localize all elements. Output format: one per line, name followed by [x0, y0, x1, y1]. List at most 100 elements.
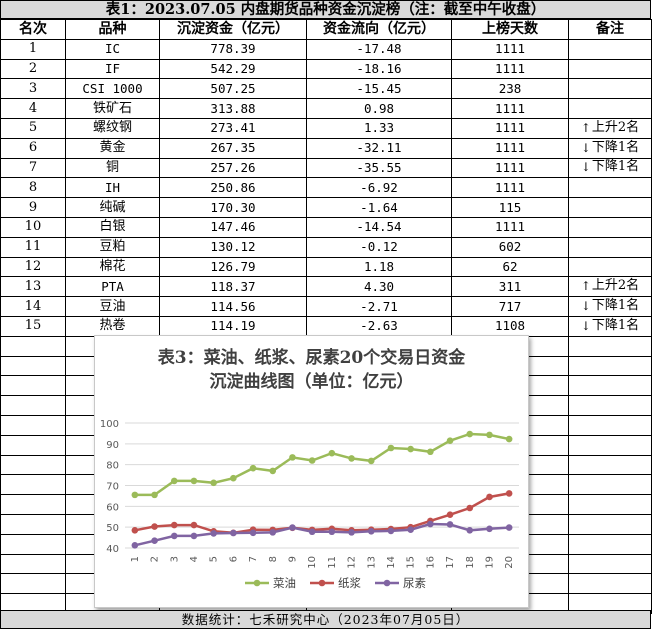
data-point — [131, 526, 139, 534]
y-tick-label: 40 — [106, 544, 119, 555]
cell-note: ↓ 下降1名 — [568, 137, 652, 159]
x-tick-label: 17 — [445, 556, 456, 569]
cell-days: 1111 — [451, 38, 569, 60]
table-row: 1 IC 778.39 -17.48 1111 — [0, 38, 652, 60]
data-point — [151, 523, 158, 530]
empty-cell — [0, 454, 66, 476]
legend-marker — [253, 579, 261, 587]
cell-note: ↓ 下降1名 — [568, 157, 652, 179]
data-point — [230, 529, 237, 537]
cell-days: 717 — [451, 296, 569, 317]
cell-rank: 5 — [0, 117, 66, 139]
x-tick-label: 1 — [130, 556, 141, 562]
data-point — [505, 490, 513, 497]
cell-flow: -35.55 — [306, 157, 452, 179]
data-point — [486, 431, 493, 439]
data-point — [289, 524, 296, 531]
cell-flow: 1.18 — [306, 256, 452, 278]
data-point — [328, 449, 336, 457]
cell-name: IC — [65, 38, 160, 60]
cell-note: ↓ 下降1名 — [568, 315, 652, 337]
cell-note — [568, 177, 652, 199]
x-tick-label: 2 — [150, 556, 161, 562]
table-row: 8 IH 250.86 -6.92 1111 — [0, 177, 652, 199]
empty-cell — [568, 414, 652, 436]
data-point — [505, 435, 513, 443]
cell-days: 62 — [451, 256, 569, 278]
data-point — [466, 504, 474, 512]
cell-days: 1111 — [451, 58, 569, 80]
cell-name: 黄金 — [65, 137, 160, 159]
arrow-up-icon: ↑ — [580, 120, 591, 135]
header-name: 品种 — [65, 19, 160, 40]
cell-flow: -1.64 — [306, 197, 452, 218]
rank-change-text: 下降1名 — [591, 139, 640, 155]
empty-cell — [568, 335, 652, 357]
cell-rank: 12 — [0, 256, 66, 278]
rank-change-text: 下降1名 — [591, 159, 640, 175]
data-point — [131, 541, 139, 549]
data-point — [308, 528, 316, 536]
x-tick-label: 7 — [248, 556, 259, 562]
empty-cell — [568, 355, 652, 377]
cell-amount: 313.88 — [159, 98, 307, 119]
cell-name: IF — [65, 58, 160, 80]
header-amount: 沉淀资金（亿元） — [159, 19, 307, 40]
cell-name: 螺纹钢 — [65, 117, 160, 139]
header-rank: 名次 — [0, 19, 66, 40]
data-point — [387, 527, 395, 535]
series-line — [134, 432, 510, 497]
table-row: 3 CSI 1000 507.25 -15.45 238 — [0, 78, 652, 100]
chart-title-line-2: 沉淀曲线图（单位：亿元） — [209, 372, 414, 392]
cell-amount: 257.26 — [159, 157, 307, 179]
data-point — [190, 532, 198, 540]
cell-note — [568, 256, 652, 278]
empty-cell — [568, 375, 652, 397]
legend-label: 纸浆 — [338, 576, 361, 590]
cell-amount: 147.46 — [159, 216, 307, 238]
cell-amount: 267.35 — [159, 137, 307, 159]
cell-note — [568, 78, 652, 100]
cell-note — [568, 216, 652, 238]
cell-rank: 2 — [0, 58, 66, 80]
table-row: 5 螺纹钢 273.41 1.33 1111 ↑ 上升2名 — [0, 117, 652, 139]
table-row: 12 棉花 126.79 1.18 62 — [0, 256, 652, 278]
cell-note: ↓ 下降1名 — [568, 296, 652, 317]
cell-days: 1111 — [451, 157, 569, 179]
cell-flow: -2.63 — [306, 315, 452, 337]
cell-flow: -18.16 — [306, 58, 452, 80]
cell-amount: 118.37 — [159, 276, 307, 298]
data-point — [387, 444, 395, 452]
data-point — [151, 537, 158, 545]
data-point — [486, 525, 493, 533]
legend-label: 尿素 — [403, 576, 426, 590]
cell-flow: -2.71 — [306, 296, 452, 317]
table-row: 6 黄金 267.35 -32.11 1111 ↓ 下降1名 — [0, 137, 652, 159]
cell-days: 602 — [451, 236, 569, 258]
data-point — [427, 520, 434, 528]
cell-flow: -6.92 — [306, 177, 452, 199]
empty-cell — [568, 533, 652, 555]
cell-rank: 14 — [0, 296, 66, 317]
table-row: 4 铁矿石 313.88 0.98 1111 — [0, 98, 652, 119]
table-row: 11 豆粕 130.12 -0.12 602 — [0, 236, 652, 258]
empty-cell — [568, 494, 652, 515]
cell-note — [568, 38, 652, 60]
legend-marker — [318, 579, 326, 587]
cell-amount: 507.25 — [159, 78, 307, 100]
cell-days: 1111 — [451, 117, 569, 139]
data-point — [328, 528, 336, 536]
cell-amount: 273.41 — [159, 117, 307, 139]
cell-rank: 7 — [0, 157, 66, 179]
legend-marker — [383, 579, 391, 587]
rank-change: ↓ 下降1名 — [581, 140, 639, 156]
data-point — [348, 529, 355, 536]
x-tick-label: 9 — [287, 556, 298, 562]
cell-days: 115 — [451, 197, 569, 218]
table-row: 13 PTA 118.37 4.30 311 ↑ 上升2名 — [0, 276, 652, 298]
cell-rank: 9 — [0, 197, 66, 218]
arrow-down-icon: ↓ — [580, 140, 591, 155]
cell-name: 豆粕 — [65, 236, 160, 258]
cell-flow: -15.45 — [306, 78, 452, 100]
